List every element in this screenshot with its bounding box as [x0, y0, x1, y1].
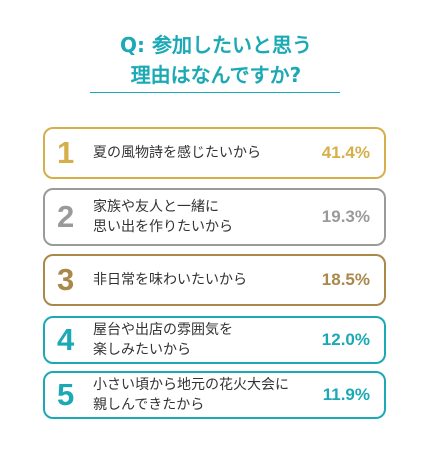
- reason-label-line: 家族や友人と一緒に: [93, 199, 219, 215]
- title-underline: [90, 92, 340, 93]
- title-line-1: Q: 参加したいと思う: [120, 33, 312, 57]
- reason-label-line: 親しんできたから: [93, 397, 205, 413]
- rank-number: 2: [57, 199, 75, 234]
- percentage-value: 18.5%: [321, 270, 370, 289]
- title-line-2: 理由はなんですか?: [130, 63, 302, 87]
- rank-number: 3: [57, 262, 75, 297]
- reason-label-line: 屋台や出店の雰囲気を: [93, 322, 233, 338]
- page-title: Q: 参加したいと思う 理由はなんですか?: [0, 30, 432, 90]
- percentage-value: 11.9%: [322, 385, 370, 404]
- reason-label-line: 思い出を作りたいから: [93, 219, 233, 235]
- rank-number: 4: [57, 322, 75, 357]
- percentage-value: 41.4%: [321, 143, 370, 162]
- rank-number: 5: [57, 377, 75, 412]
- reason-label-line: 非日常を味わいたいから: [93, 272, 247, 288]
- reason-label: 夏の風物詩を感じたいから: [93, 143, 261, 163]
- ranking-row-3: 3 非日常を味わいたいから 18.5%: [43, 254, 386, 306]
- rank-number: 1: [57, 135, 75, 170]
- reason-label-line: 小さい頃から地元の花火大会に: [93, 377, 289, 393]
- ranking-row-1: 1 夏の風物詩を感じたいから 41.4%: [43, 127, 386, 179]
- ranking-row-2: 2 家族や友人と一緒に 思い出を作りたいから 19.3%: [43, 188, 386, 246]
- ranking-row-5: 5 小さい頃から地元の花火大会に 親しんできたから 11.9%: [43, 371, 386, 419]
- reason-label-line: 夏の風物詩を感じたいから: [93, 145, 261, 161]
- reason-label: 家族や友人と一緒に 思い出を作りたいから: [93, 197, 233, 237]
- reason-label: 屋台や出店の雰囲気を 楽しみたいから: [93, 320, 233, 360]
- percentage-value: 12.0%: [321, 330, 370, 349]
- reason-label-line: 楽しみたいから: [93, 342, 191, 358]
- reason-label: 小さい頃から地元の花火大会に 親しんできたから: [93, 375, 289, 415]
- reason-label: 非日常を味わいたいから: [93, 270, 247, 290]
- ranking-row-4: 4 屋台や出店の雰囲気を 楽しみたいから 12.0%: [43, 316, 386, 364]
- percentage-value: 19.3%: [321, 207, 370, 226]
